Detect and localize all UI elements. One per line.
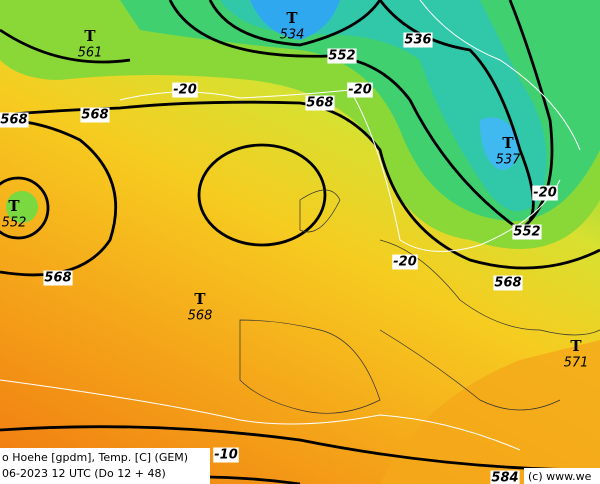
label-bg	[43, 270, 73, 286]
label-bg	[172, 82, 198, 98]
low-symbol: T	[8, 197, 20, 215]
colder-area	[220, 0, 547, 212]
low-symbol: T	[286, 9, 298, 27]
contour-label: -20	[393, 255, 417, 270]
contour-label: 536	[404, 33, 431, 48]
contour-label: 552	[513, 225, 540, 240]
low-value: 534	[280, 28, 305, 43]
contour-label: -20	[173, 83, 197, 98]
label-bg	[80, 107, 110, 123]
low-value: 568	[188, 309, 213, 324]
label-bg	[403, 32, 433, 48]
label-bg	[512, 224, 542, 240]
cool-spot	[6, 191, 38, 223]
coldest-area	[480, 117, 520, 170]
warm-area	[380, 340, 600, 484]
isotherms	[0, 0, 580, 450]
credit-box	[524, 468, 600, 484]
label-bg	[305, 95, 335, 111]
footer-line2: 06-2023 12 UTC (Do 12 + 48)	[2, 467, 166, 480]
label-bg	[327, 48, 357, 64]
label-bg	[213, 447, 239, 463]
low-value: 571	[564, 356, 589, 371]
contour-label: -20	[533, 186, 557, 201]
contour-label: 568	[0, 113, 27, 128]
low-value: 537	[496, 153, 522, 168]
low-value: 561	[78, 46, 103, 61]
coldest-area	[250, 0, 340, 40]
contour-label: -20	[348, 83, 372, 98]
low-value: 552	[2, 216, 27, 231]
footer-line1: o Hoehe [gpdm], Temp. [C] (GEM)	[2, 451, 188, 464]
low-symbol: T	[84, 27, 96, 45]
label-bg	[392, 254, 418, 270]
credit: (c) www.we	[528, 470, 592, 483]
legend-box	[0, 448, 210, 484]
contour-label: -10	[214, 448, 238, 463]
label-bg	[0, 112, 29, 128]
label-bg	[532, 185, 558, 201]
low-symbol: T	[502, 134, 514, 152]
contour-label: 552	[328, 49, 355, 64]
contour-label: 568	[44, 271, 71, 286]
label-bg	[347, 82, 373, 98]
contour-label: 568	[306, 96, 333, 111]
label-bg	[490, 470, 520, 484]
low-symbol: T	[194, 290, 206, 308]
contour-label: 568	[494, 276, 521, 291]
contour-label: 568	[81, 108, 108, 123]
low-symbol: T	[570, 337, 582, 355]
label-bg	[493, 275, 523, 291]
contour-label: 584	[491, 471, 518, 484]
